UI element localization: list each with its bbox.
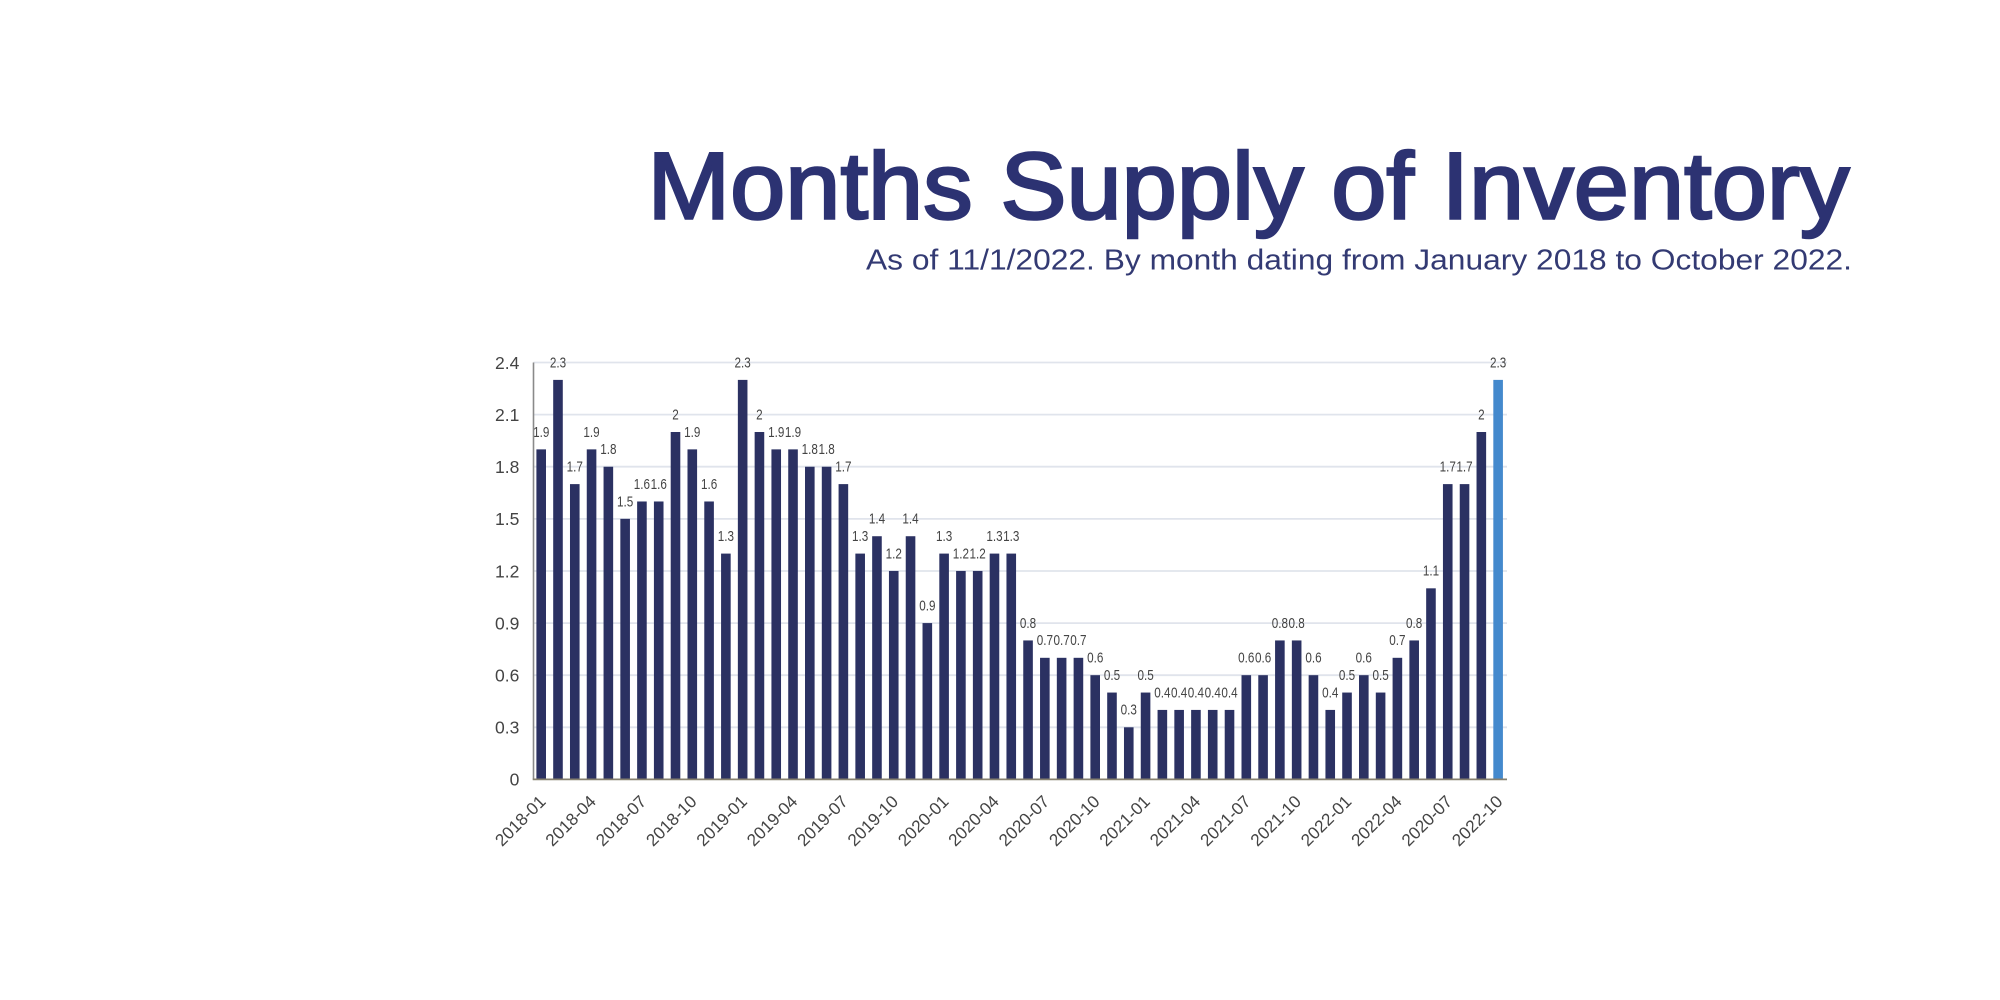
svg-text:0.4: 0.4 [1221, 684, 1237, 701]
svg-text:2.3: 2.3 [1490, 354, 1506, 371]
svg-text:1.8: 1.8 [802, 441, 818, 458]
svg-text:1.1: 1.1 [1423, 563, 1439, 580]
svg-text:0.4: 0.4 [1205, 684, 1221, 701]
svg-text:0.6: 0.6 [495, 665, 519, 685]
svg-text:1.9: 1.9 [768, 424, 784, 441]
svg-text:0.6: 0.6 [1087, 650, 1103, 667]
svg-text:1.9: 1.9 [583, 424, 599, 441]
svg-text:1.5: 1.5 [495, 509, 519, 529]
svg-text:2.4: 2.4 [495, 353, 520, 373]
svg-text:1.9: 1.9 [785, 424, 801, 441]
svg-text:1.6: 1.6 [651, 476, 667, 493]
svg-text:1.3: 1.3 [936, 528, 952, 545]
svg-text:1.2: 1.2 [953, 545, 969, 562]
svg-text:As of 11/1/2022. By month dati: As of 11/1/2022. By month dating from Ja… [866, 245, 1852, 277]
svg-text:0.4: 0.4 [1188, 684, 1204, 701]
svg-text:1.2: 1.2 [970, 545, 986, 562]
svg-text:1.3: 1.3 [1003, 528, 1019, 545]
svg-text:2: 2 [1478, 406, 1485, 423]
svg-text:2: 2 [672, 406, 679, 423]
svg-text:1.5: 1.5 [617, 493, 633, 510]
svg-text:0.4: 0.4 [1154, 684, 1170, 701]
svg-text:0.9: 0.9 [495, 613, 519, 633]
svg-text:0.7: 0.7 [1070, 632, 1086, 649]
svg-text:2.1: 2.1 [495, 405, 519, 425]
svg-text:1.8: 1.8 [495, 457, 519, 477]
svg-text:1.8: 1.8 [600, 441, 616, 458]
svg-text:2.3: 2.3 [735, 354, 751, 371]
svg-text:1.2: 1.2 [495, 561, 519, 581]
svg-text:1.2: 1.2 [886, 545, 902, 562]
svg-text:0.8: 0.8 [1272, 615, 1288, 632]
svg-text:1.9: 1.9 [533, 424, 549, 441]
svg-text:0.8: 0.8 [1020, 615, 1036, 632]
svg-text:0.7: 0.7 [1037, 632, 1053, 649]
svg-text:Months Supply of Inventory: Months Supply of Inventory [648, 134, 1851, 240]
svg-text:1.8: 1.8 [818, 441, 834, 458]
svg-text:0: 0 [510, 770, 520, 790]
svg-text:1.6: 1.6 [634, 476, 650, 493]
svg-text:0.9: 0.9 [919, 597, 935, 614]
svg-text:0.3: 0.3 [1121, 702, 1137, 719]
svg-text:1.7: 1.7 [835, 459, 851, 476]
svg-text:0.7: 0.7 [1389, 632, 1405, 649]
svg-text:2.3: 2.3 [550, 354, 566, 371]
svg-text:0.6: 0.6 [1255, 650, 1271, 667]
svg-text:0.6: 0.6 [1238, 650, 1254, 667]
svg-text:0.4: 0.4 [1322, 684, 1338, 701]
svg-text:2: 2 [756, 406, 763, 423]
svg-text:1.3: 1.3 [718, 528, 734, 545]
svg-text:0.5: 0.5 [1137, 667, 1153, 684]
svg-text:0.5: 0.5 [1372, 667, 1388, 684]
svg-text:0.3: 0.3 [495, 718, 519, 738]
svg-text:0.5: 0.5 [1104, 667, 1120, 684]
svg-text:0.4: 0.4 [1171, 684, 1187, 701]
svg-text:1.7: 1.7 [1456, 459, 1472, 476]
svg-text:1.6: 1.6 [701, 476, 717, 493]
svg-text:1.3: 1.3 [852, 528, 868, 545]
svg-text:1.7: 1.7 [1440, 459, 1456, 476]
svg-text:1.7: 1.7 [567, 459, 583, 476]
svg-text:0.8: 0.8 [1406, 615, 1422, 632]
svg-text:1.9: 1.9 [684, 424, 700, 441]
svg-text:0.7: 0.7 [1054, 632, 1070, 649]
svg-text:0.8: 0.8 [1289, 615, 1305, 632]
svg-text:0.5: 0.5 [1339, 667, 1355, 684]
svg-text:0.6: 0.6 [1356, 650, 1372, 667]
svg-text:1.4: 1.4 [902, 511, 918, 528]
svg-text:0.6: 0.6 [1305, 650, 1321, 667]
svg-text:1.4: 1.4 [869, 511, 885, 528]
svg-text:1.3: 1.3 [986, 528, 1002, 545]
